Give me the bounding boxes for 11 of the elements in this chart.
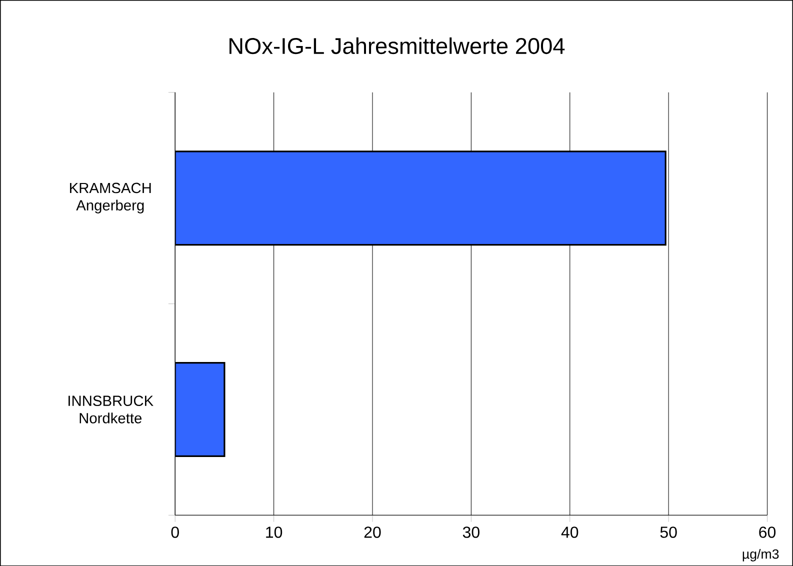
x-tick-label: 10: [266, 526, 282, 538]
x-tick-label: 60: [759, 526, 776, 538]
x-tick-label: 0: [171, 526, 179, 538]
x-tick-label: 20: [364, 526, 381, 538]
x-tick-label: 40: [561, 526, 578, 538]
chart-title: NOx-IG-L Jahresmittelwerte 2004: [230, 37, 565, 54]
y-tick-label: KRAMSACH Angerberg: [70, 182, 151, 214]
y-tick-label: INNSBRUCK Nordkette: [68, 396, 154, 424]
x-tick-label: 30: [462, 526, 480, 538]
x-axis-title: µg/m3: [742, 548, 779, 562]
x-tick-label: 50: [660, 526, 677, 538]
